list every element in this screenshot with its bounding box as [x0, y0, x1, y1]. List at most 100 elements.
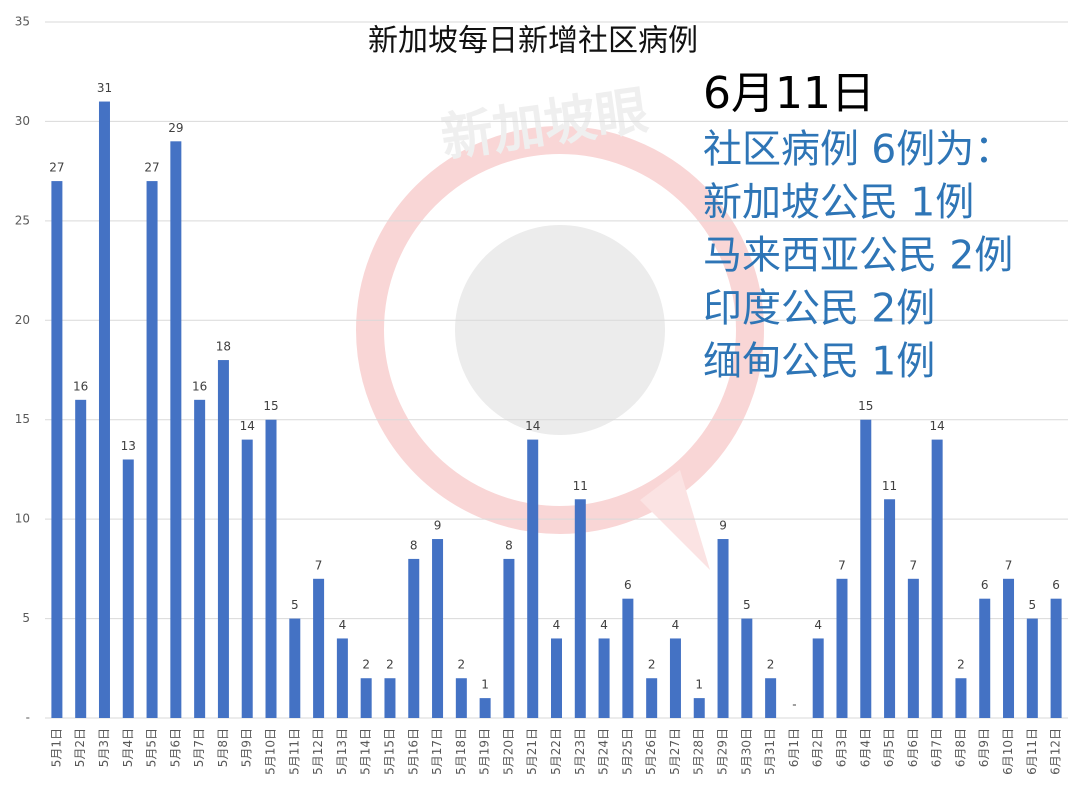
bar: [598, 638, 610, 718]
data-label: 1: [695, 678, 703, 692]
data-label: 7: [315, 558, 323, 572]
y-tick-label: 35: [15, 15, 30, 29]
annotation: 社区病例 6例为：: [703, 128, 1013, 173]
bar: [717, 539, 729, 718]
bar: [170, 141, 182, 719]
y-tick-label: -: [26, 711, 30, 725]
data-label: -: [792, 698, 796, 712]
data-label: 14: [525, 419, 540, 433]
y-tick-label: 25: [15, 213, 30, 227]
watermark-tail: [640, 470, 710, 570]
data-label: 2: [362, 658, 370, 672]
x-tick-label: 5月29日: [716, 728, 730, 775]
bar: [1003, 578, 1015, 718]
annotation-date: 6月11日: [703, 68, 875, 119]
bar: [479, 698, 491, 718]
bar: [1050, 598, 1062, 718]
bar: [98, 101, 110, 719]
x-tick-label: 5月10日: [264, 728, 278, 775]
data-label: 2: [767, 658, 775, 672]
data-label: 4: [600, 618, 608, 632]
bar: [408, 558, 420, 718]
data-label: 29: [168, 121, 183, 135]
bar: [289, 618, 301, 718]
annotation: 缅甸公民 1例: [703, 340, 935, 385]
data-label: 5: [743, 598, 751, 612]
data-label: 11: [573, 479, 588, 493]
bar: [907, 578, 919, 718]
y-tick-label: 20: [15, 313, 30, 327]
data-label: 2: [386, 658, 394, 672]
bar: [551, 638, 562, 718]
x-tick-label: 5月18日: [454, 728, 468, 775]
bar: [955, 678, 967, 718]
data-label: 14: [240, 419, 255, 433]
bar: [455, 678, 467, 718]
y-tick-label: 5: [22, 611, 30, 625]
annotation: 新加坡公民 1例: [703, 181, 974, 226]
data-label: 31: [97, 81, 112, 95]
x-tick-label: 5月1日: [49, 728, 63, 767]
bar: [693, 698, 705, 718]
data-label: 4: [339, 618, 347, 632]
bar: [217, 360, 229, 718]
x-tick-label: 5月17日: [430, 728, 444, 775]
data-label: 18: [216, 340, 231, 354]
x-tick-label: 6月5日: [882, 728, 896, 767]
chart-title: 新加坡每日新增社区病例: [368, 24, 698, 59]
data-label: 15: [263, 399, 278, 413]
bar: [884, 499, 896, 718]
data-label: 4: [553, 618, 561, 632]
bar: [336, 638, 348, 718]
x-tick-label: 5月24日: [597, 728, 611, 775]
x-tick-label: 5月28日: [692, 728, 706, 775]
bar: [622, 598, 634, 718]
bar: [669, 638, 681, 718]
bar: [812, 638, 824, 718]
data-label: 15: [858, 399, 873, 413]
bar: [194, 399, 206, 718]
bar: [384, 678, 396, 718]
x-tick-label: 5月27日: [668, 728, 682, 775]
bar: [1026, 618, 1038, 718]
x-tick-label: 5月7日: [192, 728, 206, 767]
x-tick-label: 5月21日: [525, 728, 539, 775]
y-tick-label: 10: [15, 512, 30, 526]
x-tick-label: 6月6日: [906, 728, 920, 767]
x-tick-label: 6月8日: [953, 728, 967, 767]
x-tick-label: 6月3日: [834, 728, 848, 767]
x-tick-label: 5月20日: [501, 728, 515, 775]
x-tick-label: 5月16日: [406, 728, 420, 775]
data-label: 9: [434, 519, 442, 533]
data-label: 9: [719, 519, 727, 533]
x-tick-label: 5月5日: [145, 728, 159, 767]
data-label: 16: [192, 379, 207, 393]
bar: [741, 618, 753, 718]
bar: [765, 678, 777, 718]
bar: [313, 578, 325, 718]
data-label: 5: [291, 598, 299, 612]
data-label: 2: [957, 658, 965, 672]
watermark-ring: [356, 126, 764, 534]
x-tick-label: 5月12日: [311, 728, 325, 775]
bar: [836, 578, 848, 718]
x-tick-label: 5月8日: [216, 728, 230, 767]
x-tick-label: 5月22日: [549, 728, 563, 775]
x-tick-label: 5月11日: [287, 728, 301, 775]
x-tick-label: 5月23日: [573, 728, 587, 775]
data-label: 4: [672, 618, 680, 632]
annotation: 印度公民 2例: [703, 287, 935, 332]
data-label: 7: [910, 558, 918, 572]
data-label: 14: [930, 419, 945, 433]
bar: [979, 598, 991, 718]
x-tick-label: 5月31日: [763, 728, 777, 775]
y-tick-label: 15: [15, 412, 30, 426]
x-tick-label: 5月4日: [121, 728, 135, 767]
x-tick-label: 5月19日: [478, 728, 492, 775]
bar: [265, 419, 277, 718]
x-tick-label: 5月9日: [240, 728, 254, 767]
watermark-disc: [455, 225, 665, 435]
x-tick-label: 5月30日: [739, 728, 753, 775]
x-tick-label: 5月15日: [382, 728, 396, 775]
bar: [241, 439, 253, 718]
